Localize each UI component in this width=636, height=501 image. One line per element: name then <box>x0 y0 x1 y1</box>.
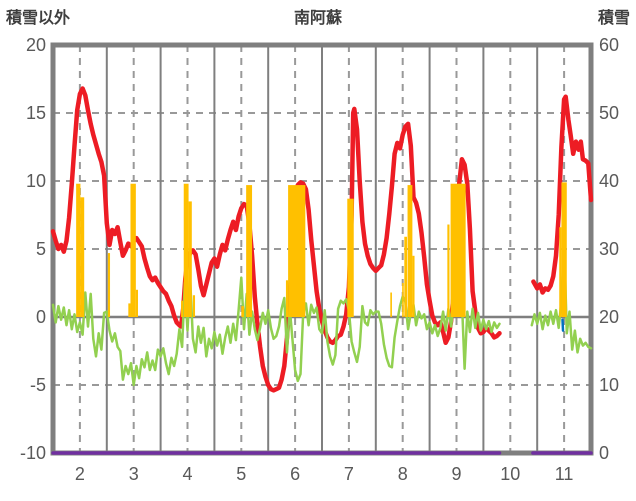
bar-orange-bars <box>412 255 415 317</box>
bar-orange-bars <box>246 185 253 317</box>
left-axis-tick: 15 <box>26 103 46 123</box>
right-axis-tick: 50 <box>599 103 619 123</box>
x-axis-tick: 4 <box>182 464 192 484</box>
bar-orange-bars <box>407 185 413 317</box>
x-axis-tick: 6 <box>290 464 300 484</box>
x-axis-tick: 10 <box>500 464 520 484</box>
right-axis-tick: 40 <box>599 171 619 191</box>
right-axis-tick: 30 <box>599 239 619 259</box>
left-axis-tick: -5 <box>30 375 46 395</box>
bar-orange-bars <box>80 197 85 317</box>
path-red-line <box>531 94 594 295</box>
right-axis-tick: 20 <box>599 307 619 327</box>
bar-orange-bars <box>183 183 189 317</box>
bar-orange-bars <box>130 183 136 317</box>
bar-orange-bars <box>561 182 567 317</box>
bar-orange-bars <box>288 185 306 317</box>
right-axis-tick: 0 <box>599 443 609 463</box>
x-axis-tick: 9 <box>451 464 461 484</box>
left-axis-tick: 10 <box>26 171 46 191</box>
left-axis-title: 積雪以外 <box>6 10 71 27</box>
left-axis-tick: 5 <box>36 239 46 259</box>
bar-orange-bars <box>181 300 184 317</box>
bar-orange-bars <box>402 283 404 317</box>
series-layer <box>50 86 594 455</box>
path-blue-tick <box>561 318 565 332</box>
path-red-line <box>50 86 502 393</box>
right-axis-tick: 10 <box>599 375 619 395</box>
bar-orange-bars <box>559 227 562 317</box>
bar-orange-bars <box>128 303 131 317</box>
bar-orange-bars <box>192 295 196 317</box>
bar-orange-bars <box>135 289 139 317</box>
right-axis-title: 積雪 <box>597 10 630 27</box>
page-title: 南阿蘇 <box>293 10 342 27</box>
bar-orange-bars <box>76 183 81 317</box>
bar-orange-bars <box>404 236 408 317</box>
bar-orange-bars <box>390 292 392 317</box>
bar-orange-bars <box>450 183 466 317</box>
x-axis-tick: 2 <box>75 464 85 484</box>
right-axis-tick: 60 <box>599 35 619 55</box>
path-green-line <box>51 276 501 387</box>
x-axis-tick: 5 <box>236 464 246 484</box>
bar-orange-bars <box>347 198 354 317</box>
x-axis-tick: 8 <box>398 464 408 484</box>
bar-orange-bars <box>107 253 111 317</box>
left-axis-tick: 0 <box>36 307 46 327</box>
bar-orange-bars <box>188 201 192 317</box>
left-axis-tick: 20 <box>26 35 46 55</box>
left-axis-tick: -10 <box>20 443 46 463</box>
bar-orange-bars <box>285 280 289 317</box>
x-axis-tick: 7 <box>344 464 354 484</box>
x-axis-tick: 3 <box>129 464 139 484</box>
bar-orange-bars <box>241 306 244 317</box>
bar-orange-bars <box>447 224 450 317</box>
x-axis-tick: 11 <box>555 464 574 484</box>
